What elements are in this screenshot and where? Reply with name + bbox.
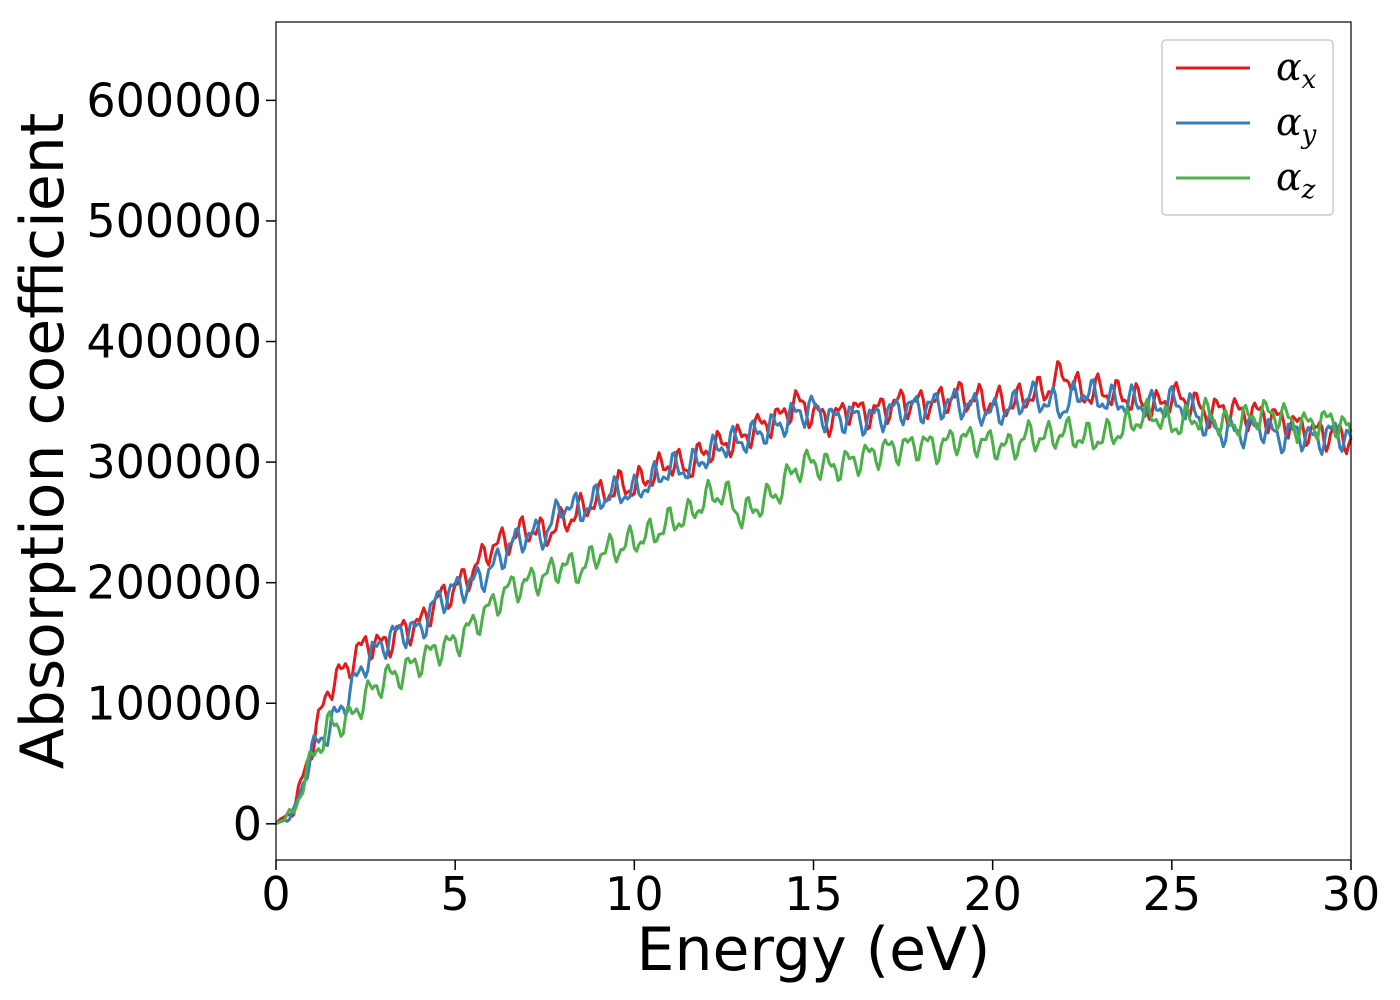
x-tick-label: 20 <box>963 867 1022 921</box>
x-tick-label: 15 <box>784 867 843 921</box>
x-tick-label: 30 <box>1322 867 1381 921</box>
y-tick-label: 100000 <box>86 676 262 730</box>
ticks-layer: 0 5 10 15 20 25 30 0 100000 200000 300000 400000 500… <box>86 73 1380 921</box>
series-line-alpha-z <box>275 396 1353 826</box>
y-tick-label: 0 <box>233 797 262 851</box>
y-tick-label: 600000 <box>86 73 262 127</box>
series-line-alpha-y <box>275 378 1353 826</box>
y-tick-label: 200000 <box>86 556 262 610</box>
legend-label-alpha-z: αz <box>1276 155 1316 205</box>
x-tick-label: 0 <box>261 867 290 921</box>
x-axis-label: Energy (eV) <box>637 915 991 985</box>
y-tick-label: 500000 <box>86 194 262 248</box>
y-tick-label: 300000 <box>86 435 262 489</box>
x-tick-label: 25 <box>1143 867 1202 921</box>
legend-label-alpha-x: αx <box>1276 45 1317 95</box>
series-layer <box>274 360 1353 826</box>
y-axis-label: Absorption coefficient <box>8 113 78 770</box>
x-tick-label: 5 <box>441 867 470 921</box>
legend-label-alpha-y: αy <box>1276 100 1317 150</box>
x-tick-label: 10 <box>605 867 664 921</box>
y-tick-label: 400000 <box>86 315 262 369</box>
legend-box <box>1161 39 1334 216</box>
